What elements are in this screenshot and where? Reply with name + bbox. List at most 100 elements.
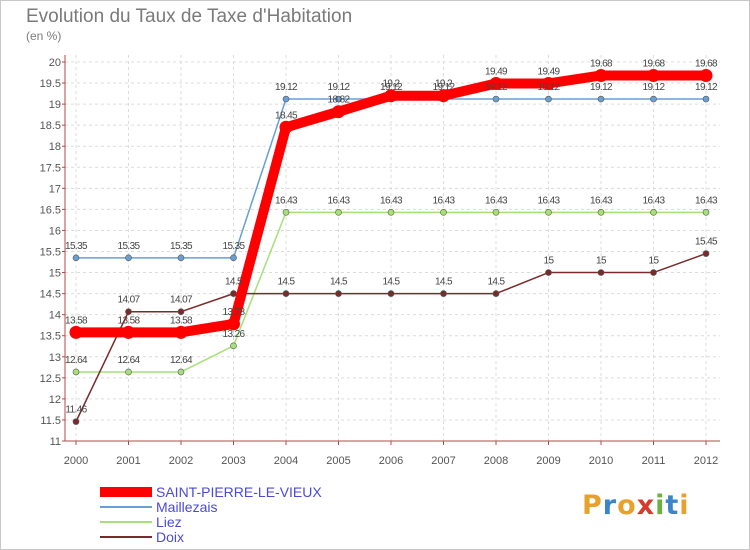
- data-label: 15.35: [170, 241, 193, 252]
- data-point: [230, 342, 237, 350]
- data-label: 14.5: [225, 277, 243, 288]
- data-point: [597, 269, 605, 276]
- data-point: [647, 68, 660, 82]
- y-tick-label: 15: [49, 268, 61, 280]
- y-tick-label: 16.5: [40, 204, 61, 216]
- data-point: [230, 290, 237, 297]
- data-label: 19.49: [485, 66, 508, 77]
- data-point: [177, 368, 185, 376]
- data-point: [335, 95, 342, 103]
- y-tick-label: 19.5: [40, 78, 61, 90]
- data-label: 19.12: [695, 82, 718, 93]
- data-point: [230, 254, 237, 262]
- data-point: [492, 209, 500, 216]
- data-point: [279, 120, 293, 134]
- data-point: [69, 325, 83, 339]
- data-label: 19.12: [432, 82, 455, 93]
- chart-title: Evolution du Taux de Taxe d'Habitation: [26, 6, 353, 27]
- data-point: [72, 418, 80, 425]
- legend-label: Maillezais: [156, 498, 218, 515]
- y-tick-label: 19: [49, 99, 61, 111]
- x-tick-label: 2004: [274, 455, 298, 467]
- y-tick-label: 14.5: [40, 289, 61, 301]
- data-label: 16.43: [432, 195, 455, 206]
- data-label: 16.43: [537, 195, 560, 206]
- logo-letter: r: [602, 490, 618, 521]
- x-tick-label: 2000: [64, 455, 88, 467]
- legend-label: Doix: [156, 528, 185, 545]
- logo-letter: i: [679, 490, 690, 521]
- legend-swatch: [100, 486, 152, 497]
- legend-swatch: [100, 505, 152, 508]
- data-point: [177, 254, 185, 262]
- y-tick-label: 11.5: [40, 415, 61, 427]
- legend-item: Maillezais: [100, 498, 322, 515]
- data-point: [594, 68, 608, 82]
- data-label: 16.43: [695, 195, 718, 206]
- data-label: 16.43: [485, 195, 508, 206]
- data-label: 16.43: [380, 195, 403, 206]
- x-tick-label: 2001: [116, 455, 140, 467]
- data-label: 12.64: [65, 355, 88, 366]
- data-point: [227, 317, 240, 331]
- data-label: 16.43: [590, 195, 613, 206]
- data-point: [489, 76, 503, 90]
- x-tick-label: 2008: [484, 455, 508, 467]
- data-point: [125, 308, 132, 316]
- legend-label: SAINT-PIERRE-LE-VIEUX: [156, 483, 322, 500]
- data-point: [702, 95, 710, 103]
- y-tick-label: 15.5: [40, 247, 61, 259]
- data-label: 13.58: [170, 315, 193, 326]
- data-label: 14.5: [487, 277, 505, 288]
- data-label: 14.5: [330, 277, 348, 288]
- data-point: [702, 250, 710, 257]
- data-label: 11.46: [65, 405, 87, 416]
- y-tick-label: 17: [49, 183, 61, 195]
- data-point: [335, 290, 342, 297]
- x-tick-label: 2005: [326, 455, 350, 467]
- data-label: 19.12: [642, 82, 665, 93]
- y-tick-label: 17.5: [40, 162, 61, 174]
- data-label: 19.12: [275, 82, 298, 93]
- data-label: 19.12: [485, 82, 508, 93]
- chart-legend: SAINT-PIERRE-LE-VIEUX Maillezais Liez Doix: [100, 483, 322, 545]
- data-point: [545, 209, 552, 216]
- data-point: [542, 76, 555, 90]
- y-tick-label: 13: [49, 352, 61, 364]
- data-point: [597, 209, 605, 216]
- data-label: 14.07: [117, 295, 140, 306]
- data-label: 19.2: [382, 79, 400, 90]
- data-label: 16.43: [642, 195, 665, 206]
- plot-area: [65, 55, 720, 441]
- data-label: 15: [544, 256, 555, 267]
- data-label: 12.64: [170, 355, 193, 366]
- data-label: 16.43: [275, 195, 298, 206]
- data-label: 19.12: [590, 82, 613, 93]
- data-point: [335, 209, 342, 216]
- logo-letter: i: [655, 490, 666, 521]
- data-point: [125, 368, 132, 376]
- data-label: 18.45: [275, 110, 298, 121]
- y-tick-label: 14: [49, 310, 61, 322]
- logo-letter: x: [636, 490, 656, 521]
- data-point: [699, 68, 713, 82]
- data-point: [492, 95, 500, 103]
- data-label: 19.68: [590, 58, 613, 69]
- data-label: 19.12: [537, 82, 560, 93]
- data-label: 15: [649, 256, 660, 267]
- data-point: [384, 89, 398, 103]
- data-point: [440, 209, 447, 216]
- data-label: 19.2: [435, 79, 453, 90]
- data-label: 14.5: [277, 277, 295, 288]
- x-tick-label: 2002: [169, 455, 193, 467]
- data-label: 15.45: [695, 237, 718, 248]
- legend-item: Liez: [100, 514, 322, 530]
- data-label: 19.12: [327, 82, 350, 93]
- data-point: [122, 325, 135, 339]
- data-label: 13.78: [222, 307, 245, 318]
- data-label: 19.12: [380, 82, 403, 93]
- data-label: 15.35: [65, 241, 88, 252]
- logo-letter: o: [617, 490, 637, 521]
- y-tick-label: 20: [49, 57, 61, 69]
